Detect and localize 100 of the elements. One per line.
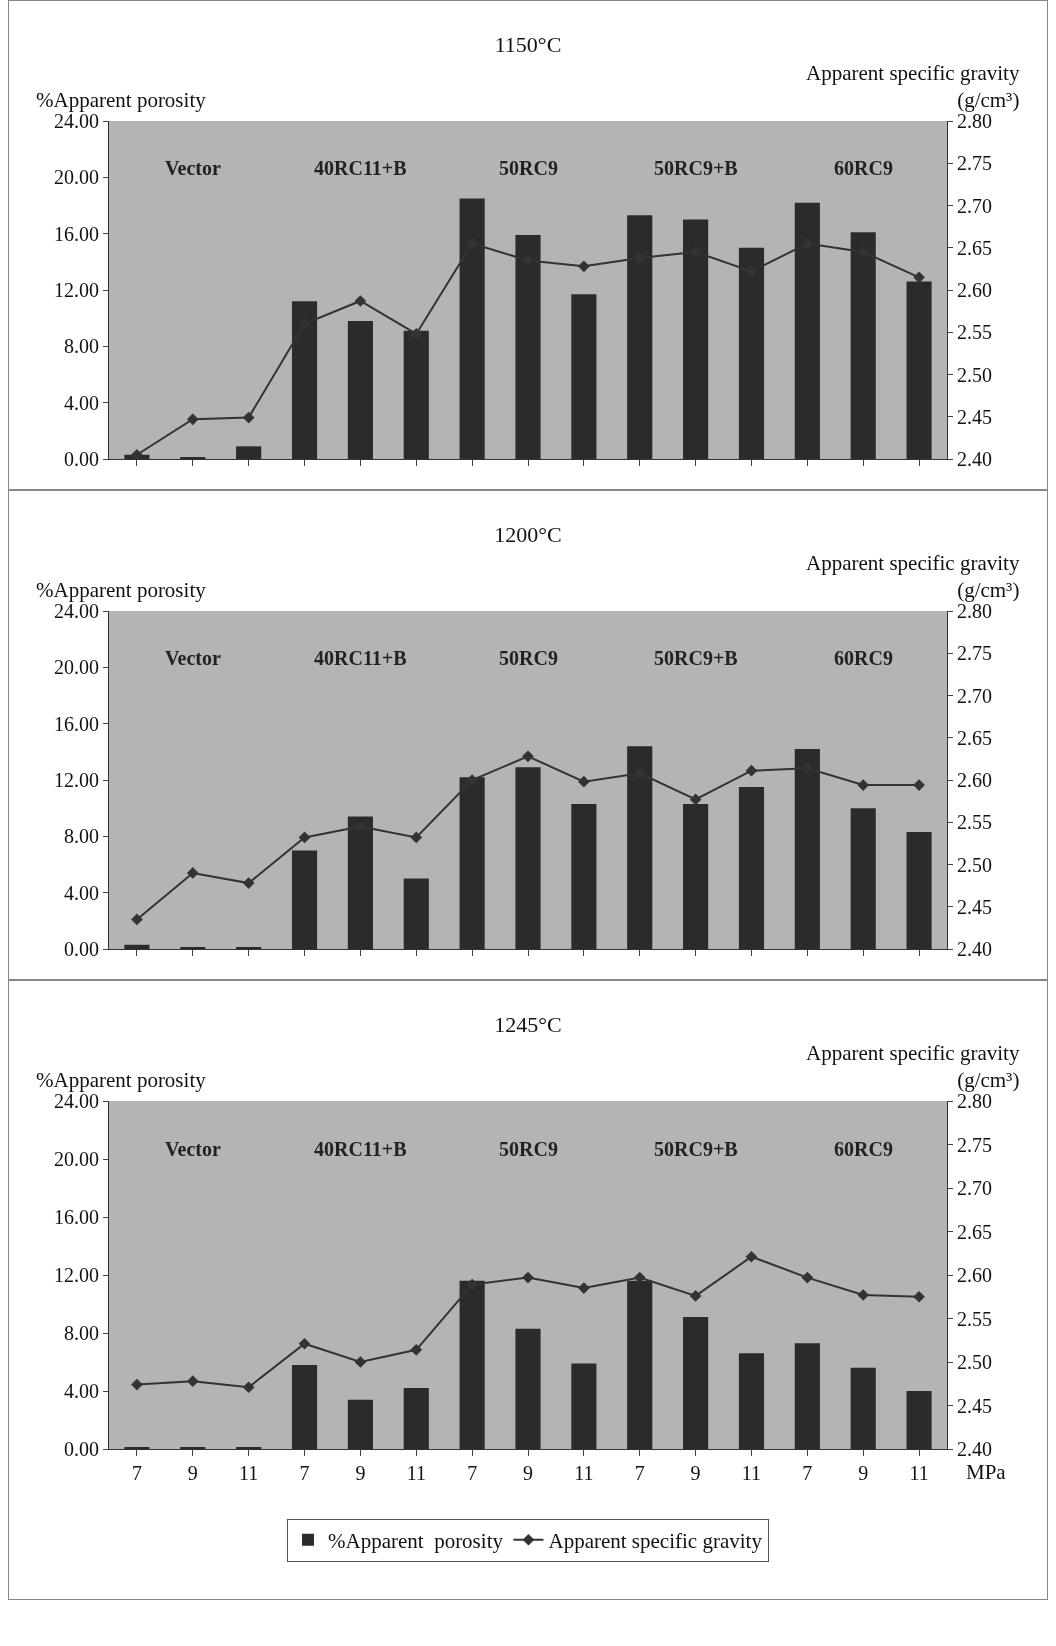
legend-label: Apparent specific gravity — [548, 1528, 763, 1553]
point — [131, 1378, 143, 1391]
x-tick-label: 9 — [690, 1462, 701, 1484]
x-tick-label: 9 — [523, 1462, 533, 1484]
y-axis-title: %Apparent porosity — [36, 578, 207, 602]
annotation: 50RC9+B — [654, 1138, 738, 1160]
annotation: 40RC11+B — [314, 157, 407, 179]
y2-tick-label: 2.65 — [957, 236, 992, 259]
point — [242, 411, 255, 424]
y-tick-label: 4.00 — [64, 391, 99, 414]
y-tick-label: 8.00 — [64, 335, 99, 358]
annotation: 50RC9 — [499, 157, 558, 179]
x-tick-label: 9 — [355, 1462, 366, 1484]
y2-tick-label: 2.40 — [957, 1438, 992, 1460]
point — [578, 775, 590, 788]
y-tick-label: 16.00 — [54, 222, 99, 245]
chart-title: 1150°C — [494, 32, 562, 58]
point — [186, 867, 199, 879]
x-tick-label: 9 — [858, 1462, 869, 1484]
y2-tick-label: 2.55 — [957, 1307, 992, 1330]
x-tick-label: 11 — [741, 1462, 762, 1484]
y-tick-label: 4.00 — [64, 1380, 99, 1402]
x-tick-label: 9 — [187, 1462, 198, 1484]
point — [745, 764, 758, 777]
y-tick-label: 20.00 — [54, 1148, 99, 1170]
y2-tick-label: 2.45 — [957, 895, 992, 918]
point — [186, 413, 199, 426]
x-tick-label: 7 — [634, 1462, 645, 1484]
y2-tick-label: 2.75 — [957, 642, 992, 665]
point — [522, 1271, 534, 1284]
point — [298, 831, 311, 844]
annotation: Vector — [165, 157, 222, 179]
point — [354, 1356, 367, 1368]
point — [913, 271, 925, 284]
chart-title: 1245°C — [494, 1012, 562, 1038]
annotation: 40RC11+B — [314, 1138, 407, 1160]
x-tick-label: 7 — [131, 1462, 142, 1484]
point — [410, 1343, 423, 1356]
y-tick-label: 20.00 — [54, 166, 99, 189]
point — [689, 793, 702, 806]
chart-title: 1200°C — [494, 522, 562, 548]
point — [466, 1278, 478, 1291]
y-tick-label: 12.00 — [54, 1264, 99, 1286]
y2-tick-label: 2.55 — [957, 321, 992, 344]
y-tick-label: 0.00 — [64, 1438, 99, 1460]
annotation: 50RC9+B — [654, 157, 738, 179]
annotation: Vector — [165, 647, 222, 669]
point — [410, 831, 423, 844]
point — [186, 1375, 199, 1387]
y2-tick-label: 2.60 — [957, 769, 992, 791]
point — [298, 1337, 311, 1350]
point — [633, 1271, 646, 1284]
y2-tick-label: 2.45 — [957, 405, 992, 428]
x-tick-label: 11 — [574, 1462, 594, 1484]
x-axis-title: MPa — [966, 1460, 1007, 1484]
y-axis-title: %Apparent porosity — [36, 88, 207, 112]
point — [857, 1289, 870, 1301]
annotation: 40RC11+B — [314, 647, 407, 669]
annotation: 60RC9 — [834, 1138, 893, 1160]
y2-axis-title: Apparent specific gravity (g/cm³) — [806, 1041, 1020, 1093]
y-tick-label: 20.00 — [54, 656, 99, 679]
y2-tick-label: 2.60 — [957, 1264, 992, 1286]
annotation: 50RC9 — [499, 647, 558, 669]
y2-tick-label: 2.70 — [957, 1177, 992, 1199]
y2-axis-title: Apparent specific gravity (g/cm³) — [806, 61, 1020, 113]
x-tick-label: 11 — [909, 1462, 929, 1484]
point — [522, 750, 534, 763]
point — [801, 1271, 814, 1284]
y-tick-label: 4.00 — [64, 881, 99, 904]
annotation: 50RC9+B — [654, 647, 738, 669]
point — [242, 877, 255, 889]
annotation: 50RC9 — [499, 1138, 558, 1160]
annotation: Vector — [165, 1138, 222, 1160]
x-tick-label: 11 — [239, 1462, 259, 1484]
annotation: 60RC9 — [834, 157, 893, 179]
y-axis-title: %Apparent porosity — [36, 1068, 207, 1092]
y2-tick-label: 2.45 — [957, 1394, 992, 1417]
y-tick-label: 12.00 — [54, 769, 99, 791]
point — [242, 1381, 255, 1394]
y2-tick-label: 2.60 — [957, 279, 992, 301]
annotation: 60RC9 — [834, 647, 893, 669]
y2-axis-title: Apparent specific gravity (g/cm³) — [806, 551, 1020, 603]
point — [131, 913, 143, 926]
y2-tick-label: 2.65 — [957, 726, 992, 749]
point — [354, 295, 367, 307]
point — [131, 448, 143, 459]
y-tick-label: 16.00 — [54, 712, 99, 735]
y2-tick-label: 2.75 — [957, 1133, 992, 1156]
y2-tick-label: 2.50 — [957, 363, 992, 386]
y2-tick-label: 2.75 — [957, 152, 992, 175]
y-tick-label: 8.00 — [64, 1322, 99, 1344]
y-tick-label: 0.00 — [64, 448, 99, 470]
y2-tick-label: 2.50 — [957, 853, 992, 876]
legend-label: %Apparent porosity — [328, 1528, 504, 1553]
point — [689, 1290, 702, 1302]
y2-tick-label: 2.50 — [957, 1351, 992, 1373]
x-tick-label: 11 — [406, 1462, 426, 1484]
y2-tick-label: 2.65 — [957, 1220, 992, 1243]
y-tick-label: 16.00 — [54, 1206, 99, 1228]
y2-tick-label: 2.70 — [957, 684, 992, 707]
